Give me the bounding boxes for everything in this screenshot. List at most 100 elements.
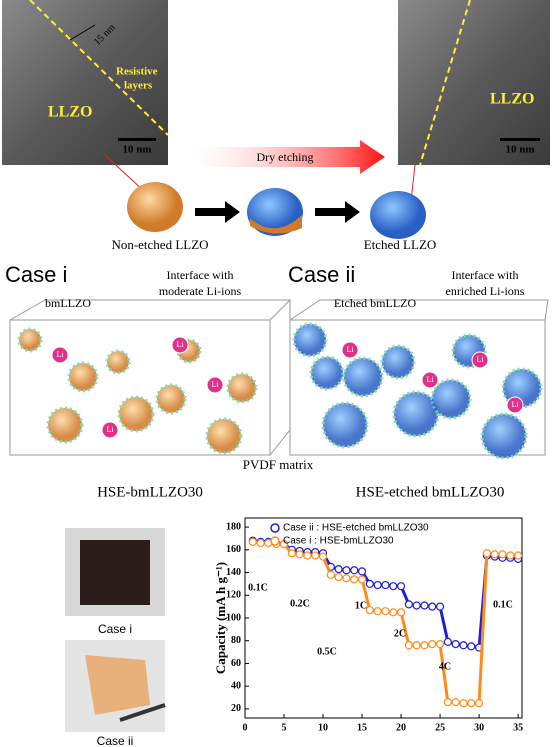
series-line <box>253 542 518 703</box>
particle <box>344 358 382 396</box>
data-point <box>429 641 436 648</box>
arrow <box>315 201 360 223</box>
data-point <box>468 700 475 707</box>
data-point <box>374 582 381 589</box>
data-point <box>374 608 381 615</box>
data-point <box>437 641 444 648</box>
label: 10 nm <box>122 144 151 156</box>
label: layers <box>124 80 153 92</box>
photo-label: Case ii <box>97 734 134 747</box>
legend-marker <box>271 537 279 545</box>
annotation: 0.1C <box>248 582 268 593</box>
label: Interface with <box>167 268 234 282</box>
data-point <box>413 602 420 609</box>
x-tick-label: 5 <box>282 722 287 733</box>
particle <box>432 380 470 418</box>
annotation: 1C <box>355 600 367 611</box>
data-point <box>312 552 319 559</box>
label: moderate Li-ions <box>159 284 242 298</box>
data-point <box>327 571 334 578</box>
y-tick-label: 100 <box>226 612 241 623</box>
li-label: Li <box>426 375 434 384</box>
data-point <box>366 580 373 587</box>
data-point <box>390 609 397 616</box>
li-label: Li <box>476 355 484 364</box>
data-point <box>382 582 389 589</box>
annotation: 4C <box>439 661 451 672</box>
x-tick-label: 35 <box>513 722 523 733</box>
li-label: Li <box>56 350 64 359</box>
data-point <box>390 583 397 590</box>
data-point <box>429 603 436 610</box>
particle <box>382 346 414 378</box>
scale-bar <box>500 138 540 141</box>
particle <box>207 419 241 453</box>
label: LLZO <box>490 91 534 108</box>
label: Etched bmLLZO <box>334 296 417 310</box>
data-point <box>413 642 420 649</box>
arrow <box>195 201 240 223</box>
li-label: Li <box>176 340 184 349</box>
particle <box>228 374 256 402</box>
y-tick-label: 20 <box>231 703 241 714</box>
data-point <box>460 700 467 707</box>
particle <box>157 385 185 413</box>
annotation: 0.1C <box>493 599 513 610</box>
data-point <box>351 576 358 583</box>
annotation: 2C <box>394 628 406 639</box>
data-point <box>452 641 459 648</box>
data-point <box>359 576 366 583</box>
x-tick-label: 0 <box>243 722 248 733</box>
li-label: Li <box>511 400 519 409</box>
x-tick-label: 20 <box>396 722 406 733</box>
data-point <box>405 642 412 649</box>
data-point <box>483 550 490 557</box>
caption: Etched LLZO <box>364 237 437 252</box>
data-point <box>320 553 327 560</box>
data-point <box>421 602 428 609</box>
label: Resistive <box>116 66 158 78</box>
annotation: 0.2C <box>290 598 310 609</box>
data-point <box>437 603 444 610</box>
y-tick-label: 140 <box>226 567 241 578</box>
data-point <box>249 538 256 545</box>
label: PVDF matrix <box>243 457 314 472</box>
particle <box>311 357 343 389</box>
data-point <box>460 642 467 649</box>
y-tick-label: 180 <box>226 521 241 532</box>
particle <box>69 363 97 391</box>
data-point <box>499 551 506 558</box>
label: bmLLZO <box>45 296 91 310</box>
caption: HSE-etched bmLLZO30 <box>356 484 505 500</box>
data-point <box>343 567 350 574</box>
data-point <box>491 551 498 558</box>
data-point <box>476 700 483 707</box>
data-point <box>335 566 342 573</box>
li-label: Li <box>106 425 114 434</box>
particle <box>394 392 438 436</box>
x-tick-label: 15 <box>357 722 367 733</box>
figure: LLZO 15 nm Resistive layers 10 nm LLZO 1… <box>0 0 552 747</box>
particle <box>107 351 129 373</box>
x-tick-label: 30 <box>474 722 484 733</box>
annotation: 0.5C <box>317 646 337 657</box>
y-tick-label: 160 <box>226 544 241 555</box>
data-point <box>296 551 303 558</box>
data-point <box>444 699 451 706</box>
y-tick-label: 80 <box>231 635 241 646</box>
li-label: Li <box>211 380 219 389</box>
data-point <box>257 540 264 547</box>
panel-title: Case ii <box>288 262 355 287</box>
photo-label: Case i <box>98 622 132 636</box>
scale-bar <box>118 138 156 141</box>
particle <box>294 324 326 356</box>
y-tick-label: 120 <box>226 590 241 601</box>
data-point <box>366 607 373 614</box>
legend-marker <box>271 524 279 532</box>
y-tick-label: 40 <box>231 680 241 691</box>
panel-title: Case i <box>5 262 67 287</box>
data-point <box>405 601 412 608</box>
data-point <box>507 552 514 559</box>
data-point <box>304 552 311 559</box>
data-point <box>515 552 522 559</box>
